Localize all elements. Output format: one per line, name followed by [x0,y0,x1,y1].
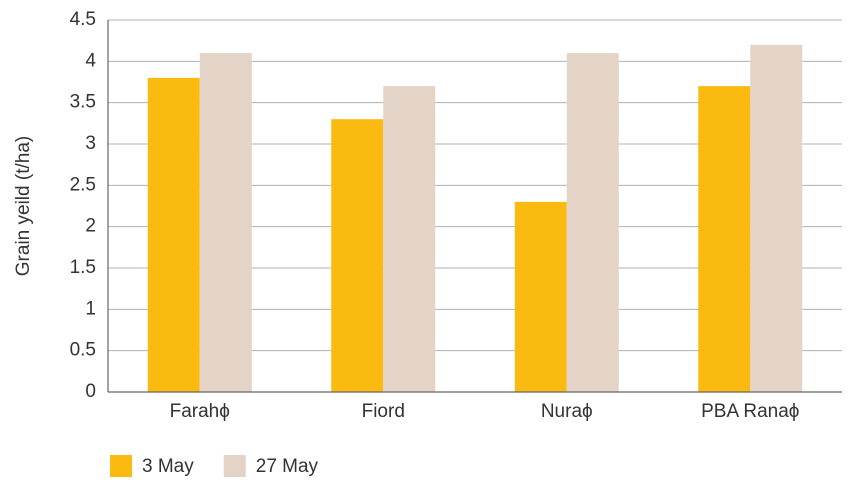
legend-swatch [223,455,246,477]
bar [698,86,751,392]
y-axis-label: Grain yeild (t/ha) [13,136,34,276]
y-tick-label: 1.5 [70,257,96,278]
bar [383,86,436,392]
y-tick-label: 4 [85,50,96,71]
bar [331,119,384,392]
bar [566,53,619,393]
bar [199,53,252,393]
y-tick-label: 3.5 [70,92,96,113]
legend-swatch [110,455,132,477]
y-tick-label: 1 [85,298,96,319]
legend-label: 27 May [256,456,319,477]
y-tick-label: 3 [85,133,96,154]
x-tick-label: PBA Ranaϕ [701,401,799,422]
x-tick-label: Fiord [362,401,405,422]
y-tick-label: 4.5 [70,9,96,30]
y-tick-label: 0.5 [70,340,96,361]
bar [147,77,200,392]
y-tick-label: 2.5 [70,174,96,195]
bar [514,201,567,392]
y-tick-label: 2 [85,216,96,237]
y-tick-label: 0 [85,381,96,402]
x-tick-label: Farahϕ [170,401,230,422]
legend-label: 3 May [142,456,194,477]
bar [750,44,803,393]
x-tick-label: Nuraϕ [541,401,593,422]
